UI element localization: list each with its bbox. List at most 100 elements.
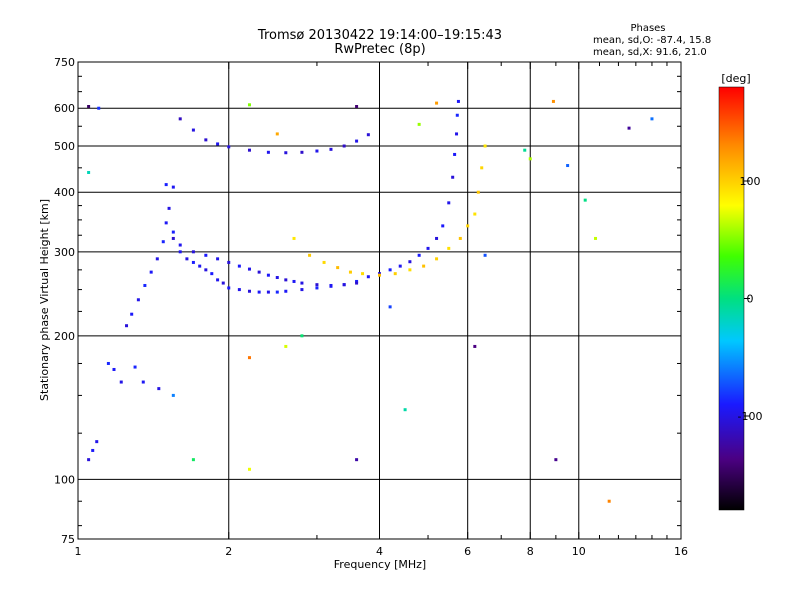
data-point bbox=[417, 122, 421, 126]
data-point bbox=[247, 103, 251, 107]
data-point bbox=[292, 236, 296, 240]
data-point bbox=[403, 408, 407, 412]
data-point bbox=[447, 201, 451, 205]
data-point bbox=[266, 150, 270, 154]
data-point bbox=[227, 145, 231, 149]
data-point bbox=[112, 367, 116, 371]
data-point bbox=[191, 250, 195, 254]
data-point bbox=[388, 268, 392, 272]
data-point bbox=[275, 132, 279, 136]
data-point bbox=[378, 272, 381, 276]
x-axis-label: Frequency [MHz] bbox=[334, 558, 426, 571]
data-point bbox=[210, 272, 214, 276]
data-point bbox=[284, 278, 288, 282]
y-tick-label: 200 bbox=[54, 330, 75, 343]
data-point bbox=[322, 260, 326, 264]
stats-heading: Phases bbox=[630, 23, 665, 34]
x-tick-label: 1 bbox=[75, 545, 82, 558]
data-point bbox=[447, 246, 451, 250]
y-tick-label: 400 bbox=[54, 186, 75, 199]
data-point bbox=[342, 144, 346, 148]
data-point bbox=[284, 289, 288, 293]
data-point bbox=[329, 147, 333, 151]
data-point bbox=[275, 290, 279, 294]
data-point bbox=[216, 278, 220, 282]
data-point bbox=[366, 133, 370, 137]
data-point bbox=[247, 356, 251, 360]
data-point bbox=[97, 106, 101, 110]
data-point bbox=[315, 283, 319, 287]
stats-x-mode: mean, sd,X: 91.6, 21.0 bbox=[593, 47, 707, 58]
data-point bbox=[453, 152, 457, 156]
data-point bbox=[125, 324, 129, 328]
data-point bbox=[204, 268, 208, 272]
data-point bbox=[650, 117, 654, 121]
data-point bbox=[155, 257, 159, 261]
data-point bbox=[627, 126, 631, 130]
data-point bbox=[257, 270, 261, 274]
colorbar-tick-label: 0 bbox=[747, 293, 754, 306]
data-point bbox=[408, 268, 412, 272]
data-point bbox=[455, 132, 459, 136]
data-point bbox=[133, 365, 137, 369]
data-point bbox=[315, 286, 319, 290]
data-point bbox=[216, 257, 220, 261]
data-point bbox=[237, 288, 241, 292]
data-point bbox=[191, 458, 195, 462]
data-point bbox=[266, 290, 270, 294]
data-point bbox=[300, 288, 304, 292]
data-point bbox=[348, 270, 352, 274]
data-point bbox=[300, 281, 304, 285]
data-point bbox=[247, 467, 251, 471]
data-point bbox=[275, 276, 279, 280]
data-point bbox=[300, 334, 304, 338]
data-point bbox=[398, 264, 402, 268]
colorbar-tick-label: 100 bbox=[740, 175, 761, 188]
data-point bbox=[441, 224, 445, 228]
x-tick-label: 8 bbox=[527, 545, 534, 558]
data-point bbox=[466, 224, 470, 228]
data-point bbox=[300, 150, 304, 154]
data-point bbox=[178, 250, 182, 254]
data-point bbox=[164, 221, 168, 225]
data-point bbox=[227, 260, 231, 264]
data-point bbox=[408, 260, 412, 264]
x-tick-label: 6 bbox=[464, 545, 471, 558]
data-point bbox=[355, 279, 359, 283]
data-point bbox=[87, 458, 91, 462]
data-point bbox=[594, 236, 598, 240]
y-tick-label: 500 bbox=[54, 140, 75, 153]
data-point bbox=[143, 283, 147, 287]
data-point bbox=[435, 101, 439, 105]
data-point bbox=[161, 240, 165, 244]
x-tick-label: 10 bbox=[572, 545, 586, 558]
data-point bbox=[355, 105, 359, 109]
data-point bbox=[284, 344, 288, 348]
data-point bbox=[204, 138, 208, 142]
data-point bbox=[91, 448, 95, 452]
data-point bbox=[87, 105, 91, 109]
data-point bbox=[171, 393, 175, 397]
data-point bbox=[227, 286, 231, 290]
data-point bbox=[355, 139, 359, 143]
colorbar-label: [deg] bbox=[721, 72, 750, 85]
stats-o-mode: mean, sd,O: -87.4, 15.8 bbox=[593, 35, 711, 46]
data-point bbox=[247, 148, 251, 152]
data-point bbox=[164, 183, 168, 187]
data-point bbox=[473, 212, 477, 216]
chart-title: Tromsø 20130422 19:14:00–19:15:43 bbox=[257, 28, 502, 43]
data-point bbox=[426, 246, 430, 250]
data-point bbox=[456, 99, 460, 103]
data-point bbox=[483, 253, 487, 257]
data-point bbox=[257, 290, 261, 294]
data-point bbox=[361, 272, 365, 276]
data-point bbox=[178, 117, 182, 121]
plot-frame bbox=[77, 61, 682, 540]
data-point bbox=[167, 206, 171, 210]
data-point bbox=[528, 157, 532, 161]
data-point bbox=[119, 380, 123, 384]
data-point bbox=[342, 283, 346, 287]
data-point bbox=[106, 361, 110, 365]
data-point bbox=[393, 272, 397, 276]
